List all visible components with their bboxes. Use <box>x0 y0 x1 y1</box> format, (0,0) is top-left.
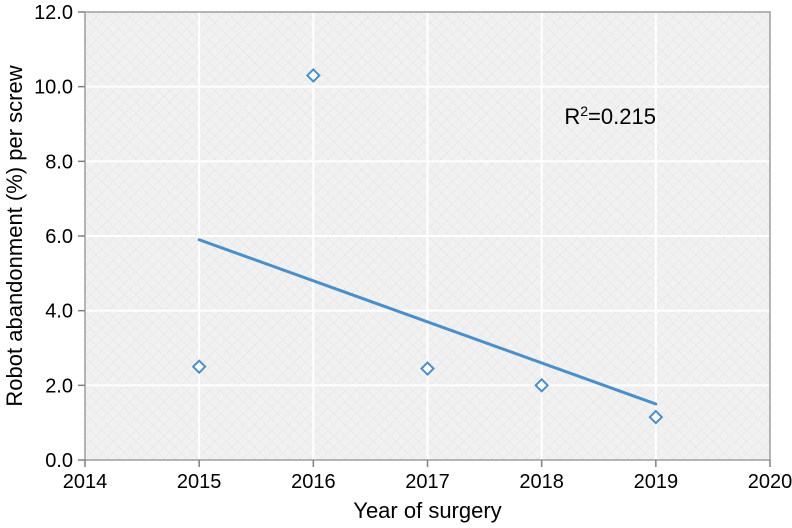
y-tick-label: 2.0 <box>45 375 73 397</box>
scatter-chart: 2014 2015 2016 2017 2018 2019 2020 0.0 2.0 4.0 6.0… <box>0 0 792 528</box>
x-tick-label: 2014 <box>63 471 108 493</box>
x-axis-title: Year of surgery <box>353 498 501 523</box>
x-tick-label: 2016 <box>291 471 336 493</box>
r-squared-annotation: R2=0.215 <box>564 103 656 129</box>
y-tick-label: 8.0 <box>45 151 73 173</box>
y-tick-label: 6.0 <box>45 226 73 248</box>
y-tick-label: 4.0 <box>45 301 73 323</box>
y-axis-title: Robot abandonment (%) per screw <box>2 65 27 406</box>
x-tick-label: 2020 <box>748 471 792 493</box>
y-tick-label: 0.0 <box>45 450 73 472</box>
x-tick-label: 2018 <box>519 471 564 493</box>
x-tick-label: 2015 <box>177 471 222 493</box>
x-tick-label: 2017 <box>405 471 450 493</box>
chart-container: 2014 2015 2016 2017 2018 2019 2020 0.0 2.0 4.0 6.0… <box>0 0 792 528</box>
y-tick-label: 12.0 <box>34 2 73 24</box>
x-tick-label: 2019 <box>634 471 679 493</box>
y-tick-label: 10.0 <box>34 77 73 99</box>
